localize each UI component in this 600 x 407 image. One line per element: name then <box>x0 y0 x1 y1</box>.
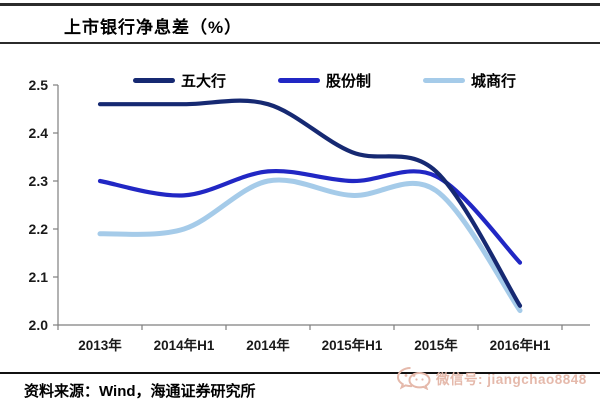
legend-label: 城商行 <box>471 72 517 90</box>
y-tick-label: 2.3 <box>28 173 48 189</box>
title-underline-divider <box>0 42 600 44</box>
bottom-divider <box>0 372 600 374</box>
series-line-五大行 <box>97 98 523 308</box>
y-tick-label: 2.5 <box>28 77 48 93</box>
source-attribution: 资料来源：Wind，海通证券研究所 <box>24 383 256 400</box>
legend-line-swatch <box>278 77 320 83</box>
legend-label: 五大行 <box>181 72 227 90</box>
x-tick-label: 2015年H1 <box>321 338 383 353</box>
legend-line-swatch <box>423 77 465 83</box>
x-tick-label: 2014年 <box>246 338 290 353</box>
y-tick-label: 2.1 <box>28 269 48 285</box>
y-tick-label: 2.2 <box>28 221 48 237</box>
legend-entry-五大行: 五大行 <box>133 71 227 90</box>
watermark-text: 微信号: jiangchao8848 <box>436 372 587 387</box>
wechat-icon <box>396 367 431 390</box>
y-tick-label: 2.4 <box>28 125 48 141</box>
series-line-城商行 <box>97 177 523 314</box>
series-line-股份制 <box>97 168 523 265</box>
x-tick-label: 2016年H1 <box>489 338 551 353</box>
legend-label: 股份制 <box>326 72 372 90</box>
legend-entry-股份制: 股份制 <box>278 71 372 90</box>
chart-title: 上市银行净息差（%） <box>64 18 243 37</box>
chart-legend: 五大行 股份制 城商行 <box>0 71 600 90</box>
x-tick-label: 2014年H1 <box>153 338 215 353</box>
legend-line-swatch <box>133 77 175 83</box>
x-tick-label: 2013年 <box>78 338 122 353</box>
x-tick-label: 2015年 <box>414 338 458 353</box>
legend-entry-城商行: 城商行 <box>423 71 517 90</box>
y-tick-label: 2.0 <box>28 317 48 333</box>
wechat-watermark: 微信号: jiangchao8848 <box>396 366 587 390</box>
top-divider <box>0 3 600 6</box>
